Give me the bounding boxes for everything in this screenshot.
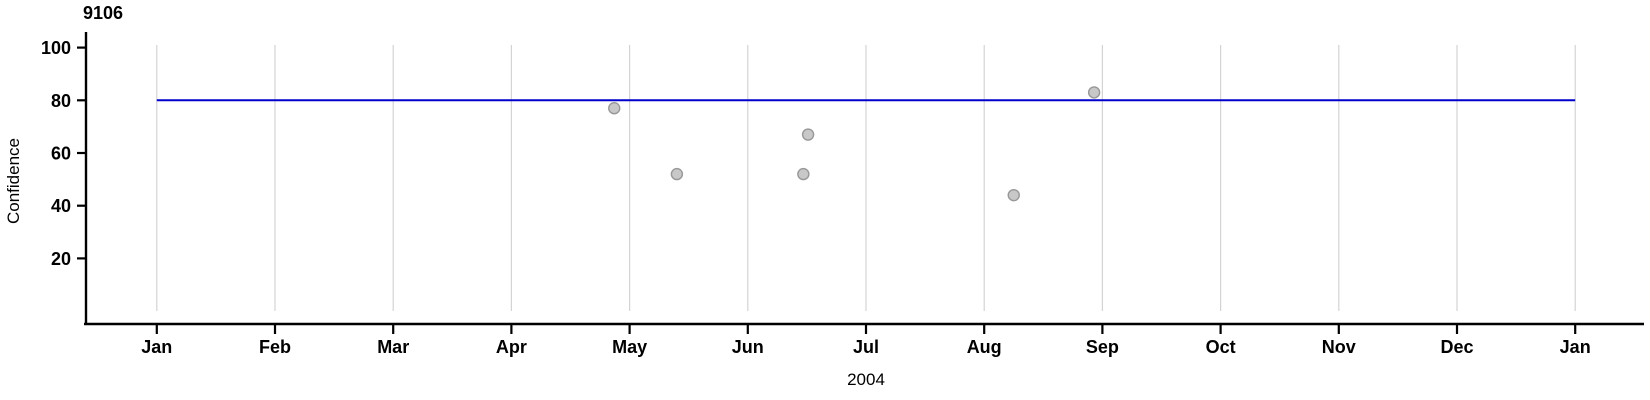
x-tick-label: Dec — [1440, 337, 1473, 357]
y-tick-label: 100 — [41, 38, 71, 58]
x-tick-label: Oct — [1206, 337, 1236, 357]
y-tick-label: 60 — [51, 144, 71, 164]
data-point — [1087, 86, 1101, 99]
x-tick-label: Apr — [496, 337, 527, 357]
data-point — [1007, 188, 1020, 202]
x-tick-label: Jun — [732, 337, 764, 357]
data-point — [797, 167, 810, 181]
data-point — [801, 128, 815, 141]
y-tick-label: 80 — [51, 91, 71, 111]
x-tick-label: May — [612, 337, 647, 357]
x-tick-label: Jul — [853, 337, 879, 357]
data-point — [670, 167, 684, 181]
x-tick-label: Jan — [1560, 337, 1591, 357]
x-tick-label: Mar — [377, 337, 409, 357]
x-tick-label: Aug — [967, 337, 1002, 357]
x-tick-label: Feb — [259, 337, 291, 357]
x-tick-label: Jan — [141, 337, 172, 357]
y-tick-label: 20 — [51, 249, 71, 269]
x-tick-label: Nov — [1322, 337, 1356, 357]
data-point — [608, 102, 621, 115]
x-axis-label: 2004 — [847, 370, 885, 389]
x-tick-label: Sep — [1086, 337, 1119, 357]
chart-title: 9106 — [83, 3, 124, 23]
y-tick-label: 40 — [51, 196, 71, 216]
